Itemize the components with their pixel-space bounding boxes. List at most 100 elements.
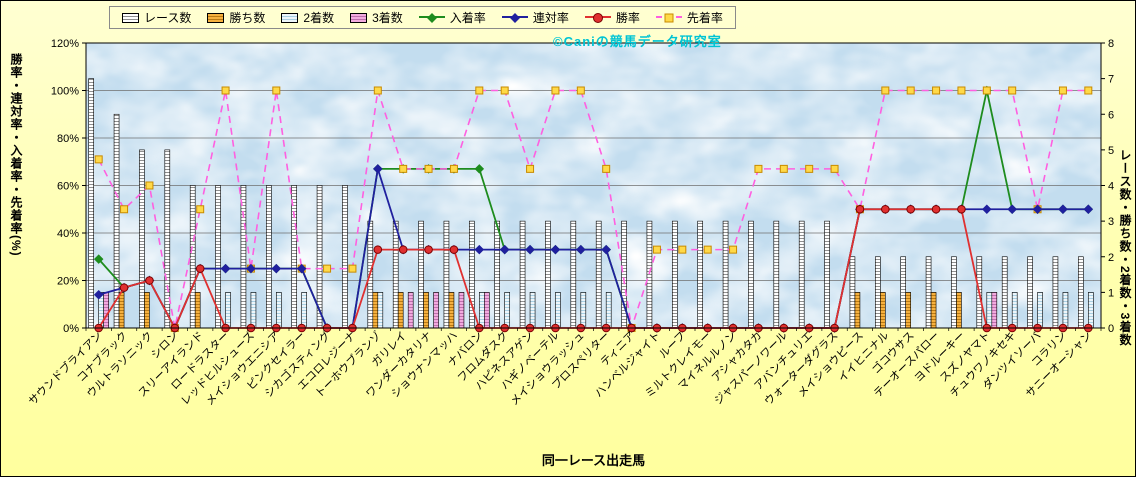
legend-item-finish-ahead-rate: 先着率	[655, 9, 723, 26]
marker	[576, 86, 585, 95]
marker	[652, 245, 661, 254]
bar	[880, 292, 886, 329]
marker	[754, 164, 763, 173]
marker	[1083, 204, 1094, 215]
marker	[373, 164, 383, 174]
yellow-bar-icon	[207, 12, 225, 23]
marker	[399, 164, 408, 173]
marker	[271, 263, 282, 274]
marker	[550, 244, 561, 255]
right-tick-label: 6	[1108, 109, 1114, 121]
bar	[164, 149, 171, 329]
bar	[1052, 256, 1059, 329]
bar	[900, 256, 906, 329]
marker	[703, 245, 712, 254]
left-tick-label: 60%	[57, 181, 79, 193]
marker	[499, 244, 510, 255]
marker	[93, 289, 104, 300]
bar	[225, 292, 231, 329]
legend-label-win-count: 勝ち数	[229, 11, 266, 25]
right-tick-label: 5	[1108, 145, 1114, 157]
legend-item-placing-rate: 入着率	[418, 9, 486, 26]
marker	[906, 86, 915, 95]
marker	[120, 205, 129, 214]
bar	[484, 292, 490, 329]
marker	[1007, 204, 1017, 215]
marker	[296, 263, 307, 274]
bar	[372, 292, 379, 329]
bar	[194, 292, 201, 329]
axes: 0% 20% 40% 60% 80% 100% 120% 0 1 2 3 4 5 6 7 8	[51, 38, 1114, 335]
bar	[951, 256, 957, 329]
pink-bar-icon	[350, 12, 368, 23]
marker	[576, 244, 586, 255]
marker	[931, 204, 941, 214]
bar	[1062, 292, 1069, 329]
bar	[875, 256, 881, 329]
bar	[301, 292, 307, 329]
bar	[545, 220, 551, 329]
x-axis-title: 同一レース出走馬	[541, 453, 646, 468]
bar	[139, 149, 145, 329]
bar	[519, 220, 526, 329]
marker	[932, 86, 941, 95]
marker	[196, 205, 205, 214]
bar	[266, 185, 272, 329]
bar	[377, 292, 384, 329]
bar	[930, 292, 937, 329]
right-tick-label: 7	[1108, 74, 1114, 86]
marker	[957, 86, 966, 95]
bar	[697, 220, 703, 329]
bar	[529, 292, 536, 329]
marker	[348, 264, 357, 273]
bar	[555, 292, 561, 329]
bar	[1078, 256, 1084, 329]
yellow-square-dashed-line-icon	[655, 12, 682, 23]
right-axis-title: レース数・勝ち数・2着数・3着数	[1118, 149, 1132, 347]
bar	[479, 292, 485, 329]
legend: レース数 勝ち数 2着数 3着数 入着率 連対率 勝率 先着率	[109, 6, 736, 29]
bar	[798, 220, 805, 329]
bar	[1011, 292, 1018, 329]
right-tick-label: 4	[1108, 181, 1114, 193]
green-diamond-line-icon	[418, 12, 445, 23]
category-labels: サウンドブライアンコナブラックウルトラソニックシロンスリーアイランドロードラスタ…	[25, 328, 1094, 408]
navy-diamond-line-icon	[501, 12, 528, 23]
bar	[342, 185, 348, 329]
watermark: ©Caniの競馬データ研究室	[553, 34, 722, 49]
bar	[1037, 292, 1043, 329]
marker	[500, 86, 509, 95]
bar	[824, 220, 830, 329]
marker	[94, 155, 103, 164]
marker	[272, 86, 281, 95]
bar	[118, 292, 125, 329]
bar	[854, 292, 861, 329]
marker	[220, 263, 231, 274]
marker	[424, 245, 433, 254]
bar	[407, 292, 414, 329]
marker	[373, 245, 383, 254]
bar	[504, 292, 510, 329]
left-tick-label: 0%	[63, 323, 79, 335]
bar	[276, 292, 282, 329]
legend-item-second-count: 2着数	[281, 9, 334, 26]
marker	[805, 164, 814, 173]
marker	[424, 164, 433, 173]
bar	[418, 220, 424, 329]
left-tick-label: 100%	[51, 86, 79, 98]
bar	[595, 220, 602, 329]
bar	[448, 292, 455, 329]
marker	[525, 244, 535, 255]
marker	[1008, 86, 1017, 95]
bar	[773, 220, 780, 329]
left-tick-label: 40%	[57, 228, 79, 240]
marker	[982, 204, 992, 215]
bar	[291, 185, 297, 329]
left-tick-label: 80%	[57, 133, 79, 145]
right-tick-label: 0	[1108, 323, 1114, 335]
bar	[144, 292, 150, 329]
bar	[905, 292, 911, 329]
marker	[729, 245, 738, 254]
